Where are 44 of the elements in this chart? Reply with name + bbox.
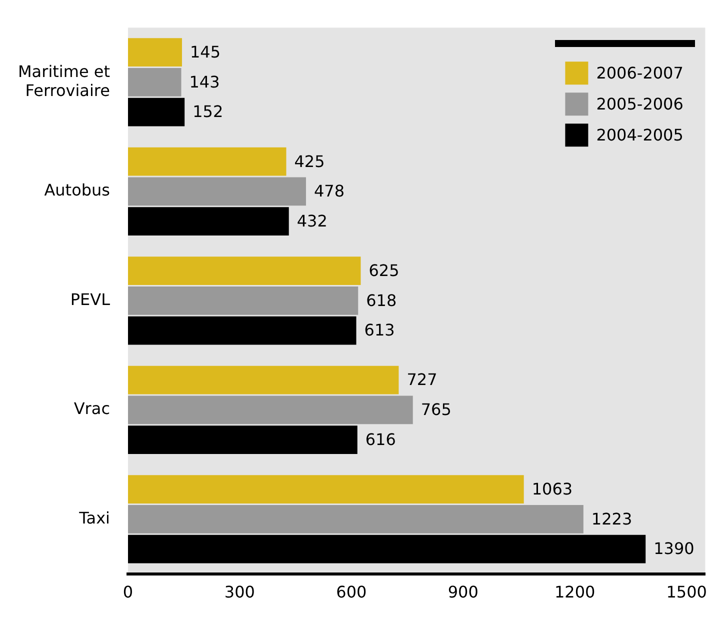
data-label: 1223 (591, 509, 632, 528)
bar (128, 177, 306, 206)
data-label: 1390 (654, 539, 694, 558)
bar (128, 147, 286, 176)
data-label: 616 (365, 430, 396, 449)
data-label: 618 (366, 290, 397, 310)
bar (128, 366, 399, 394)
x-tick-label: 300 (224, 582, 255, 602)
data-label: 425 (294, 152, 325, 171)
legend-label: 2006-2007 (596, 63, 684, 82)
data-label: 625 (368, 260, 400, 280)
data-label: 152 (192, 102, 224, 122)
data-label: 727 (406, 370, 438, 390)
x-tick-label: 900 (448, 582, 478, 602)
legend-label: 2005-2006 (596, 94, 684, 114)
bar (128, 286, 358, 315)
data-label: 613 (364, 320, 395, 340)
bar (128, 426, 358, 454)
x-tick-label: 1500 (666, 582, 707, 602)
data-label: 145 (190, 42, 221, 62)
y-tick-label: PEVL (70, 290, 110, 309)
y-tick-label: Autobus (44, 180, 110, 200)
bar (128, 316, 356, 345)
bar (128, 207, 289, 236)
bar (128, 38, 182, 67)
x-tick-label: 600 (336, 582, 367, 602)
y-tick-label: Vrac (74, 399, 110, 418)
x-tick-label: 0 (122, 582, 134, 602)
data-label: 1063 (532, 479, 573, 498)
y-tick-label: Maritime et Ferroviaire (18, 62, 110, 100)
legend-label: 2004-2005 (596, 125, 684, 144)
data-label: 143 (189, 72, 220, 92)
bar (128, 256, 361, 286)
bar (128, 68, 182, 96)
bar (128, 475, 524, 504)
x-tick-label: 1200 (554, 582, 596, 602)
bar (128, 396, 413, 424)
y-tick-label: Taxi (78, 508, 110, 528)
data-label: 765 (420, 400, 452, 420)
data-label: 478 (314, 182, 345, 201)
data-label: 432 (296, 211, 328, 230)
bar (128, 504, 584, 534)
bar (128, 534, 646, 564)
bar (128, 98, 185, 126)
